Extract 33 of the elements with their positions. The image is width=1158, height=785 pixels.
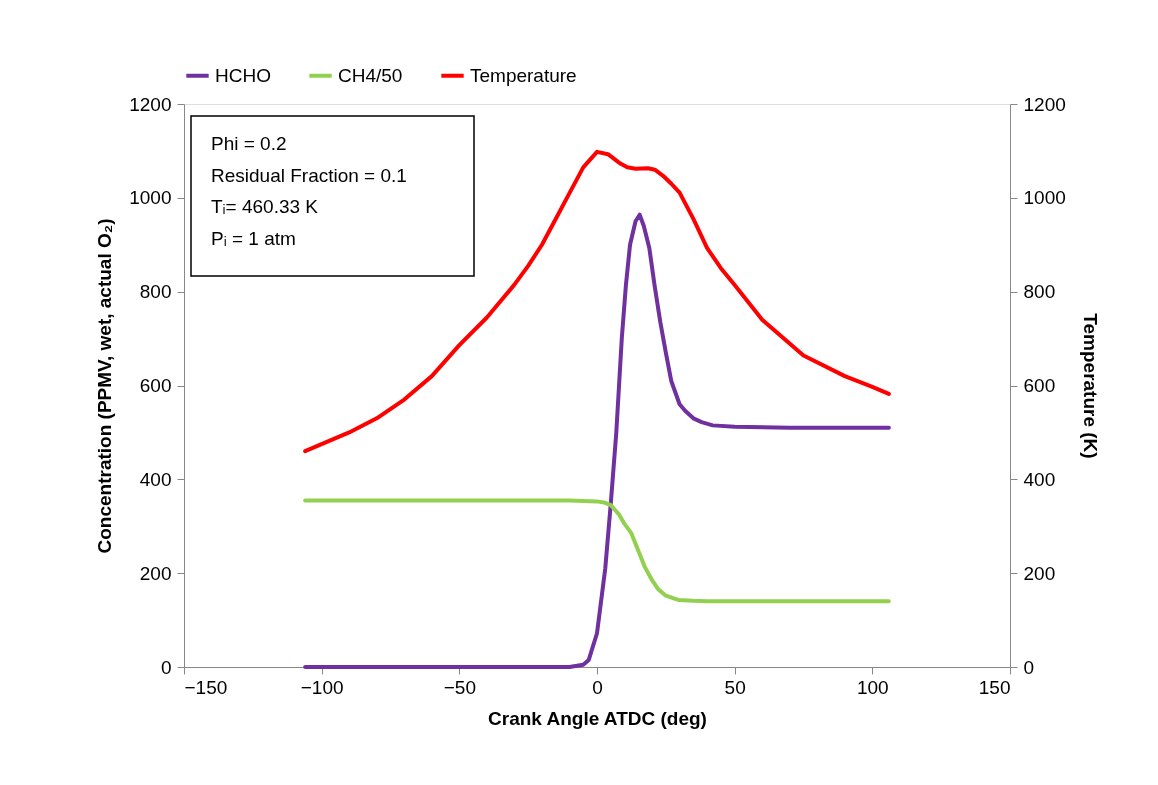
line-series xyxy=(303,498,891,604)
annotation: Pᵢ = 1 atm xyxy=(211,227,296,249)
annotation: Residual Fraction = 0.1 xyxy=(211,164,407,186)
x-tick-label: −50 xyxy=(443,676,476,698)
x-tick-label: −150 xyxy=(184,676,228,698)
x-tick-label: 150 xyxy=(978,676,1011,698)
x-axis-title: Crank Angle ATDC (deg) xyxy=(488,707,707,729)
line-series xyxy=(303,212,891,669)
y2-tick-label: 800 xyxy=(1023,281,1056,303)
y-tick-label: 0 xyxy=(160,656,172,678)
y2-tick-label: 400 xyxy=(1023,468,1056,490)
y-tick-label: 400 xyxy=(139,468,172,490)
y-tick-label: 1200 xyxy=(129,93,172,115)
annotation: Tᵢ= 460.33 K xyxy=(211,196,319,217)
x-tick-label: −100 xyxy=(300,676,344,698)
legend-label: CH4/50 xyxy=(338,64,403,86)
y2-tick-label: 0 xyxy=(1023,656,1035,678)
legend-label: HCHO xyxy=(215,64,271,86)
y2-tick-label: 200 xyxy=(1023,562,1056,584)
y-tick-label: 1000 xyxy=(129,187,172,209)
y-axis-title: Concentration (PPMV, wet, actual O₂) xyxy=(94,218,116,554)
y-tick-label: 800 xyxy=(139,281,172,303)
y-tick-label: 600 xyxy=(139,375,172,396)
annotation: Phi = 0.2 xyxy=(211,133,287,154)
y2-tick-label: 1000 xyxy=(1023,187,1066,209)
y2-tick-label: 1200 xyxy=(1023,93,1066,115)
legend-label: Temperature xyxy=(470,64,577,86)
x-tick-label: 50 xyxy=(724,676,746,698)
y2-tick-label: 600 xyxy=(1023,375,1056,396)
y2-axis-title: Temperature (K) xyxy=(1079,313,1101,459)
x-tick-label: 100 xyxy=(856,676,889,698)
x-tick-label: 0 xyxy=(592,676,603,698)
y-tick-label: 200 xyxy=(139,562,172,584)
